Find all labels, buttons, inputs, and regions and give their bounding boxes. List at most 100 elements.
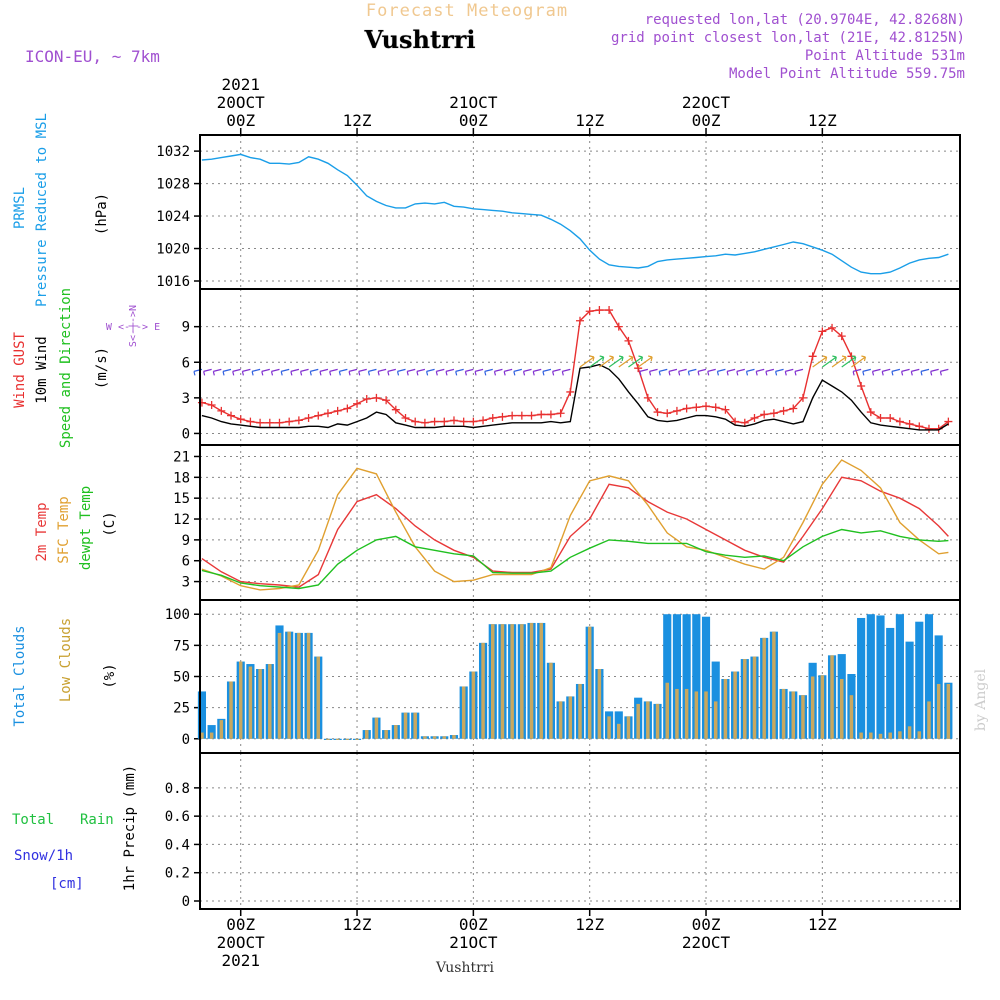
low-cloud-bar xyxy=(597,669,602,739)
wind-arrow xyxy=(377,368,387,376)
gust-marker xyxy=(333,406,342,415)
gust-marker xyxy=(682,404,691,413)
wind-arrow xyxy=(203,368,212,376)
wind-arrow xyxy=(396,368,406,376)
gust-marker xyxy=(265,418,274,427)
gust-marker xyxy=(469,417,478,426)
low-cloud-bar xyxy=(704,691,708,739)
wind-arrow xyxy=(493,368,503,376)
total-cloud-bar xyxy=(663,614,672,739)
wind-direction-arrows xyxy=(193,355,949,376)
gust-marker xyxy=(546,410,555,419)
wind-arrow xyxy=(852,368,862,376)
gust-marker xyxy=(304,414,313,423)
gust-marker xyxy=(362,395,371,404)
low-cloud-bar xyxy=(907,726,912,739)
y-tick-label: 100 xyxy=(165,607,190,623)
y-tick-label: 0 xyxy=(182,894,190,910)
low-cloud-bar xyxy=(626,716,631,739)
gust-marker xyxy=(430,417,439,426)
wind-arrow xyxy=(628,355,644,368)
low-cloud-bar xyxy=(287,631,291,739)
rain-label: Rain xyxy=(80,812,114,828)
top-time-label: 12Z xyxy=(575,111,604,130)
wind-arrow xyxy=(299,368,309,376)
wind-arrow xyxy=(329,368,338,376)
low-cloud-bar xyxy=(549,662,553,739)
gust-marker xyxy=(789,404,798,413)
total-cloud-bar xyxy=(692,614,701,739)
wind-arrow xyxy=(387,368,396,376)
low-cloud-bar xyxy=(849,695,854,739)
total-label: Total xyxy=(12,812,54,828)
total-cloud-bar xyxy=(672,614,682,739)
panels: 1016 1020 1024 1028 1032 0 3 6 9 3 6 9 12 15 18 21 0 25 50… xyxy=(156,134,961,910)
total-cloud-bar xyxy=(915,621,924,739)
y-tick-label: 1032 xyxy=(156,144,190,160)
gust-marker xyxy=(343,404,352,413)
total-cloud-bar xyxy=(924,614,934,739)
wind-arrow xyxy=(503,368,513,376)
low-cloud-bar xyxy=(461,686,466,739)
wind-arrow xyxy=(648,368,658,376)
low-cloud-bar xyxy=(413,712,417,739)
low-cloud-bar xyxy=(839,678,844,739)
panel-pressure: 1016 1020 1024 1028 1032 xyxy=(156,134,961,290)
gust-marker xyxy=(711,403,720,412)
gust-marker xyxy=(886,414,895,423)
low-cloud-bar xyxy=(713,701,718,739)
gust-marker xyxy=(294,416,303,425)
top-time-label: 12Z xyxy=(808,111,837,130)
total-cloud-bar xyxy=(197,691,207,739)
gust-marker xyxy=(566,387,575,396)
low-cloud-bar xyxy=(423,736,427,739)
low-cloud-bar xyxy=(675,688,679,739)
wind-arrow xyxy=(579,355,595,368)
gust-marker xyxy=(769,409,778,418)
y-tick-label: 75 xyxy=(173,638,190,654)
gust-marker xyxy=(527,411,536,420)
low-cloud-bar xyxy=(491,624,495,739)
low-cloud-bar xyxy=(394,725,398,739)
gust-marker xyxy=(275,418,284,427)
bottom-time-label: 00Z xyxy=(459,915,488,934)
low-cloud-bar xyxy=(345,738,350,740)
low-cloud-bar xyxy=(316,656,321,739)
wind-arrow xyxy=(774,368,784,376)
requested-coords: requested lon,lat (20.9704E, 42.8268N) xyxy=(645,12,965,28)
gust-marker xyxy=(517,411,526,420)
low-cloud-bar xyxy=(568,696,573,739)
y-tick-label: 9 xyxy=(182,320,190,336)
gust-marker xyxy=(866,408,875,417)
low-cloud-bar xyxy=(869,732,873,739)
precip-axis-label: 1hr Precip (mm) xyxy=(122,765,138,891)
gust-marker xyxy=(653,408,662,417)
top-time-label: 20OCT xyxy=(217,93,266,112)
wind-arrow xyxy=(599,355,614,368)
low-cloud-bar xyxy=(917,731,922,739)
gust-marker xyxy=(828,323,837,332)
low-cloud-bar xyxy=(442,736,447,739)
wind-gust-line xyxy=(201,309,949,430)
low-cloud-legend: Low Clouds xyxy=(58,618,74,702)
total-cloud-bar xyxy=(876,615,885,739)
sfc-legend: SFC Temp xyxy=(56,496,72,563)
top-time-label: 00Z xyxy=(692,111,721,130)
wind-arrow xyxy=(358,368,367,376)
wind-arrow xyxy=(639,368,649,376)
low-cloud-bar xyxy=(229,681,233,739)
gust-marker xyxy=(905,419,914,428)
low-cloud-bar xyxy=(684,688,689,739)
y-tick-label: 1020 xyxy=(156,242,190,258)
gust-marker xyxy=(508,411,517,420)
gust-marker xyxy=(314,411,323,420)
model-point-altitude: Model Point Altitude 559.75m xyxy=(729,66,965,82)
low-cloud-bar xyxy=(772,631,776,739)
gust-marker xyxy=(808,352,817,361)
panel-frame xyxy=(199,752,961,910)
gust-marker xyxy=(731,417,740,426)
y-tick-label: 9 xyxy=(182,533,190,549)
wind-arrow xyxy=(784,368,794,376)
low-cloud-bar xyxy=(403,712,408,739)
gust-marker xyxy=(217,406,226,415)
